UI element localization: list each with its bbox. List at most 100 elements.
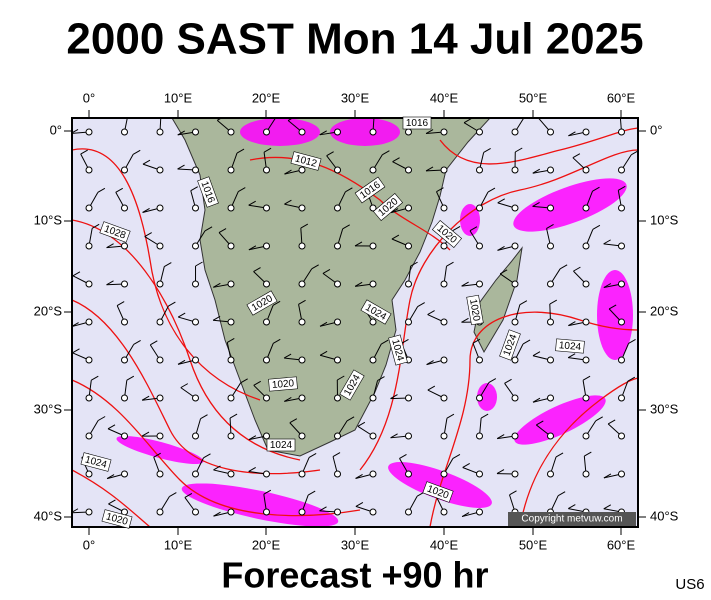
barb-feather <box>319 350 328 356</box>
barb-station <box>192 356 199 364</box>
barb-station <box>192 318 199 326</box>
isobar-label-box <box>499 329 521 361</box>
barb-station <box>476 166 483 174</box>
lon-label-top: 60°E <box>607 90 636 105</box>
barb-feather <box>461 281 469 287</box>
isobar-label-text: 1024 <box>558 340 582 353</box>
barb-station <box>121 432 128 440</box>
barb-station <box>227 470 235 478</box>
isobar-label-box <box>266 438 296 452</box>
barb-station <box>156 394 164 402</box>
barb-feather <box>213 465 221 471</box>
barb-feather <box>115 187 123 193</box>
barb-station <box>405 166 412 174</box>
barb-station <box>582 470 590 478</box>
barb-station <box>192 394 199 402</box>
wind-barbs <box>72 110 638 518</box>
isobar-label-box <box>360 299 392 325</box>
lon-label-top: 50°E <box>519 90 548 105</box>
barb-station <box>369 508 377 516</box>
isobar-label: 1020 <box>101 509 133 529</box>
barb-feather <box>487 187 496 193</box>
barb-station <box>440 242 448 250</box>
barb-station <box>227 356 235 364</box>
barb-station <box>547 242 554 250</box>
lon-label-bottom: 50°E <box>519 537 548 552</box>
barb-station <box>582 242 590 250</box>
barb-station <box>511 280 519 288</box>
barb-station <box>369 432 377 440</box>
barb-feather <box>427 310 435 315</box>
barb-station <box>369 204 377 212</box>
barb-station <box>369 318 377 326</box>
barb-feather <box>72 271 81 277</box>
barb-feather <box>417 302 425 307</box>
barb-feather <box>436 187 444 193</box>
lon-label-bottom: 30°E <box>341 537 370 552</box>
barb-station <box>85 242 93 250</box>
barb-station <box>440 432 448 440</box>
isobar-label-text: 1024 <box>270 440 293 451</box>
barb-feather <box>97 187 106 193</box>
africa-land <box>171 118 491 457</box>
barb-feather <box>284 396 292 402</box>
barb-station <box>440 470 448 478</box>
barb-feather <box>390 433 398 439</box>
barb-feather <box>519 300 528 306</box>
lat-label-right: 0° <box>650 122 662 137</box>
footer: Forecast +90 hr <box>221 555 488 596</box>
barb-feather <box>284 169 292 175</box>
barb-feather <box>496 469 505 475</box>
barb-station <box>334 432 341 440</box>
barb-station <box>547 166 554 174</box>
barb-feather <box>203 453 211 459</box>
barb-feather <box>190 186 199 192</box>
barb-station <box>156 128 164 136</box>
barb-station <box>192 204 199 212</box>
barb-feather <box>248 467 256 472</box>
barb-station <box>263 128 270 136</box>
barb-feather <box>107 424 116 430</box>
barb-feather <box>169 492 177 498</box>
barb-feather <box>106 474 115 480</box>
barb-station <box>582 166 590 174</box>
barb-feather <box>425 129 434 134</box>
barb-feather <box>377 376 385 382</box>
lon-label-top: 40°E <box>430 90 459 105</box>
map-area <box>72 110 638 527</box>
isobar-label-box <box>99 221 131 243</box>
barb-feather <box>106 280 114 286</box>
barb-feather <box>319 321 328 327</box>
barb-feather <box>161 110 168 114</box>
barb-station <box>582 128 590 136</box>
barb-station <box>85 204 93 212</box>
barb-feather <box>497 245 505 251</box>
barb-station <box>298 394 306 402</box>
barb-station <box>334 204 341 212</box>
barb-feather <box>248 435 257 441</box>
barb-station <box>369 242 377 250</box>
barb-feather <box>382 150 390 156</box>
barb-station <box>192 128 199 136</box>
barb-feather <box>263 489 272 495</box>
barb-station <box>511 166 519 174</box>
barb-station <box>156 204 164 212</box>
barb-station <box>121 128 128 136</box>
barb-feather <box>488 378 497 384</box>
barb-feather <box>618 185 626 191</box>
barb-station <box>582 432 590 440</box>
barb-station <box>156 166 164 174</box>
barb-feather <box>446 413 455 419</box>
barb-station <box>227 204 235 212</box>
isobar-label-box <box>402 116 432 130</box>
barb-feather <box>248 200 256 206</box>
isobar-label-box <box>197 176 219 208</box>
barb-station <box>263 280 270 288</box>
isobar-label: 1012 <box>290 151 322 171</box>
barb-station <box>405 470 412 478</box>
barb-station <box>440 166 448 174</box>
barb-feather <box>462 463 470 468</box>
isobar-label-text: 1020 <box>271 378 295 391</box>
barb-station <box>263 166 270 174</box>
isobars <box>72 127 638 527</box>
